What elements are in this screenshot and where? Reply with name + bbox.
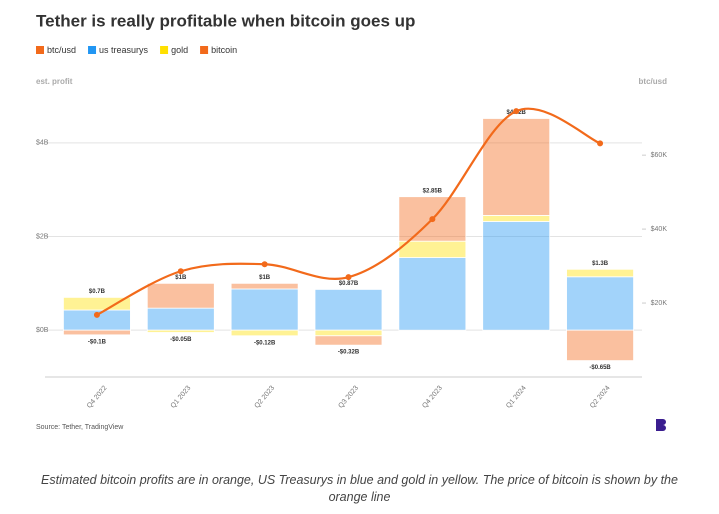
value-label: $1B [259,275,271,281]
y2-axis-label: btc/usd [639,77,668,86]
line-point [345,274,352,281]
legend-swatch [36,46,44,54]
value-label: -$0.32B [338,350,360,356]
legend-swatch [200,46,209,54]
bar-segment [146,307,215,331]
x-tick-label: Q1 2024 [505,385,528,410]
legend-swatch [88,46,97,54]
bar-segment [230,288,299,331]
legend-label: bitcoin [211,45,237,55]
legend-swatch [160,46,169,54]
bar-segment [314,329,383,337]
value-label: -$0.1B [88,339,107,345]
source: Source: Tether, TradingView [36,424,124,431]
x-tick-label: Q3 2023 [337,385,360,410]
bar-segment [398,257,467,331]
value-label: $0.87B [339,281,359,287]
line-point [429,216,436,223]
line-point [513,108,520,115]
line-point [93,311,100,318]
y-tick-label: $2B [36,233,49,240]
x-tick-label: Q1 2023 [170,385,193,410]
line-point [177,268,184,275]
x-tick-label: Q4 2022 [86,385,109,410]
chart-title: Tether is really profitable when bitcoin… [36,11,415,30]
bar-segment [314,335,383,346]
line-point [261,261,268,268]
y-tick-label: $0B [36,327,49,334]
caption: Estimated bitcoin profits are in orange,… [41,473,678,504]
value-label: $2.85B [423,188,443,194]
bar-segment [482,118,551,216]
bar-segment [566,329,634,362]
y-axis-label: est. profit [36,77,73,86]
y-tick-label: $4B [36,140,49,147]
chart: Tether is really profitable when bitcoin… [36,11,668,431]
x-tick-label: Q2 2023 [254,385,277,410]
bar-segment [230,282,299,290]
y2-tick-label: $20K [651,300,668,307]
bar-segment [63,329,131,336]
bar-segment [398,240,467,258]
bar-segment [482,221,551,331]
value-label: $1B [175,275,187,281]
bar-segment [63,296,131,311]
value-label: $0.7B [89,289,106,295]
x-tick-label: Q4 2023 [421,385,444,410]
bar-segment [482,215,551,222]
bar-segment [146,282,215,309]
value-label: -$0.12B [254,340,276,346]
y2-tick-label: $40K [651,226,668,233]
bar-segment [146,329,215,333]
legend-label: btc/usd [47,45,76,55]
bar-segment [314,289,383,331]
line-point [597,140,604,147]
bar-segment [566,276,634,331]
legend-label: us treasurys [99,45,149,55]
bar-segment [566,268,634,278]
value-label: -$0.05B [170,337,192,343]
value-label: -$0.65B [589,365,611,371]
y2-tick-label: $60K [651,152,668,159]
value-label: $1.3B [592,261,609,267]
legend-label: gold [171,45,188,55]
bar-segment [230,329,299,337]
x-tick-label: Q2 2024 [589,385,612,410]
logo [656,419,666,431]
